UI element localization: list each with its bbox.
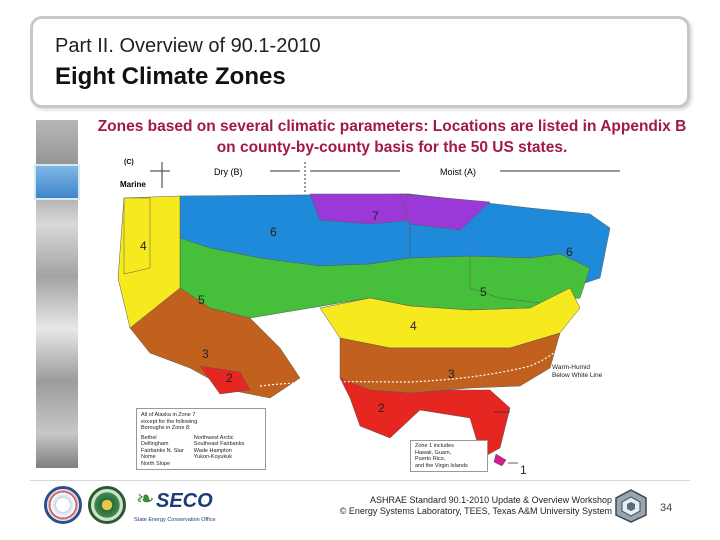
borough: Yukon-Koyukuk	[193, 454, 233, 460]
zone-label-3-south: 3	[448, 367, 455, 381]
zone-label-6-west: 6	[270, 225, 277, 239]
zone-7-north	[309, 193, 416, 225]
page-title: Eight Climate Zones	[55, 63, 286, 90]
warm-humid-line	[259, 333, 571, 387]
zone-label-2-gulf: 2	[378, 401, 385, 415]
title-line1: Part II. Overview of 90.1-2010	[55, 35, 321, 57]
zone-number-labels: 1 2 2 3 3 4 4 5 5 6 6 7	[140, 209, 573, 477]
borough: Northwest Arctic	[193, 434, 234, 441]
zone-4-marine	[123, 197, 151, 275]
zone-label-1: 1	[520, 463, 527, 477]
borough: Dellingham	[141, 441, 169, 447]
borough: Wade Hampton	[193, 447, 232, 454]
alaska-note-line2: except for the following	[141, 418, 198, 425]
subtitle: Zones based on several climatic paramete…	[97, 118, 687, 156]
seco-leaf-icon: ❧	[136, 486, 155, 511]
warm-humid-label: Warm-Humid Below White Line	[552, 364, 602, 380]
zone-5-northeast	[469, 253, 591, 304]
alaska-boroughs-col1: Bethel Dellingham Fairbanks N. Star Nome…	[141, 435, 184, 468]
borough: Southeast Fairbanks	[193, 441, 245, 447]
borough: Nome	[141, 454, 156, 460]
zone1-note: Zone 1 includes Hawaii, Guam, Puerto Ric…	[410, 440, 488, 472]
blue-accent-block	[34, 164, 80, 200]
zone-7-northeast	[399, 193, 491, 231]
footer-divider	[30, 480, 690, 481]
dry-label: Dry (B)	[214, 167, 243, 177]
zone-2-arizona	[199, 365, 251, 395]
doe-seal-icon	[88, 486, 126, 524]
zone-label-6-east: 6	[566, 245, 573, 259]
zone1-note-line: Hawaii, Guam,	[415, 449, 452, 456]
footer-workshop-title: ASHRAE Standard 90.1-2010 Update & Overv…	[370, 495, 612, 505]
esl-cube-logo-icon	[615, 489, 647, 523]
alaska-note-line1: All of Alaska in Zone 7	[141, 412, 196, 418]
footer-copyright: © Energy Systems Laboratory, TEES, Texas…	[339, 506, 612, 516]
zone-2-gulf	[339, 377, 511, 459]
zone1-note-line: and the Virgin Islands	[415, 462, 468, 469]
zone1-note-line: Zone 1 includes	[415, 443, 454, 449]
zone-3-southwest	[129, 287, 301, 399]
borough: Bethel	[141, 434, 157, 441]
borough: Fairbanks N. Star	[141, 447, 184, 454]
header-arrows	[150, 162, 620, 194]
zone-label-5-east: 5	[480, 285, 487, 299]
alaska-note: All of Alaska in Zone 7 except for the f…	[136, 408, 266, 470]
us-map-svg: (C) Marine Dry (B) Moist (A)	[117, 159, 620, 477]
zone-label-5-west: 5	[198, 293, 205, 307]
moist-label: Moist (A)	[440, 167, 476, 177]
alaska-boroughs-col2: Northwest Arctic Southeast Fairbanks Wad…	[194, 435, 244, 468]
zone-label-4-mid: 4	[410, 319, 417, 333]
seco-logo: ❧ SECO State Energy Conservation Office	[134, 484, 216, 528]
warm-humid-line1: Warm-Humid	[552, 364, 591, 371]
zone-1-florida	[493, 453, 507, 467]
alaska-note-line3: Boroughs in Zone 8:	[141, 425, 191, 431]
zone-regions	[117, 193, 611, 467]
climate-zone-map: (C) Marine Dry (B) Moist (A)	[110, 158, 630, 478]
decorative-side-strip	[34, 120, 80, 468]
ashrae-logo-icon	[44, 486, 82, 524]
alaska-boroughs: Bethel Dellingham Fairbanks N. Star Nome…	[141, 435, 261, 468]
seco-logo-text: SECO	[156, 490, 213, 512]
seco-logo-subtext: State Energy Conservation Office	[134, 517, 216, 523]
warm-humid-line2: Below White Line	[552, 372, 603, 379]
borough: North Slope	[141, 460, 171, 467]
zone-label-7: 7	[372, 209, 379, 223]
zone-label-3-west: 3	[202, 347, 209, 361]
title-box: Part II. Overview of 90.1-2010 Eight Cli…	[30, 16, 690, 108]
marine-label: Marine	[120, 180, 146, 189]
page-number: 34	[660, 502, 673, 514]
zone1-note-line: Puerto Rico,	[415, 456, 446, 462]
zone-label-4-coast: 4	[140, 239, 147, 253]
marine-c-label: (C)	[124, 159, 134, 166]
zone-label-2-arizona: 2	[226, 371, 233, 385]
